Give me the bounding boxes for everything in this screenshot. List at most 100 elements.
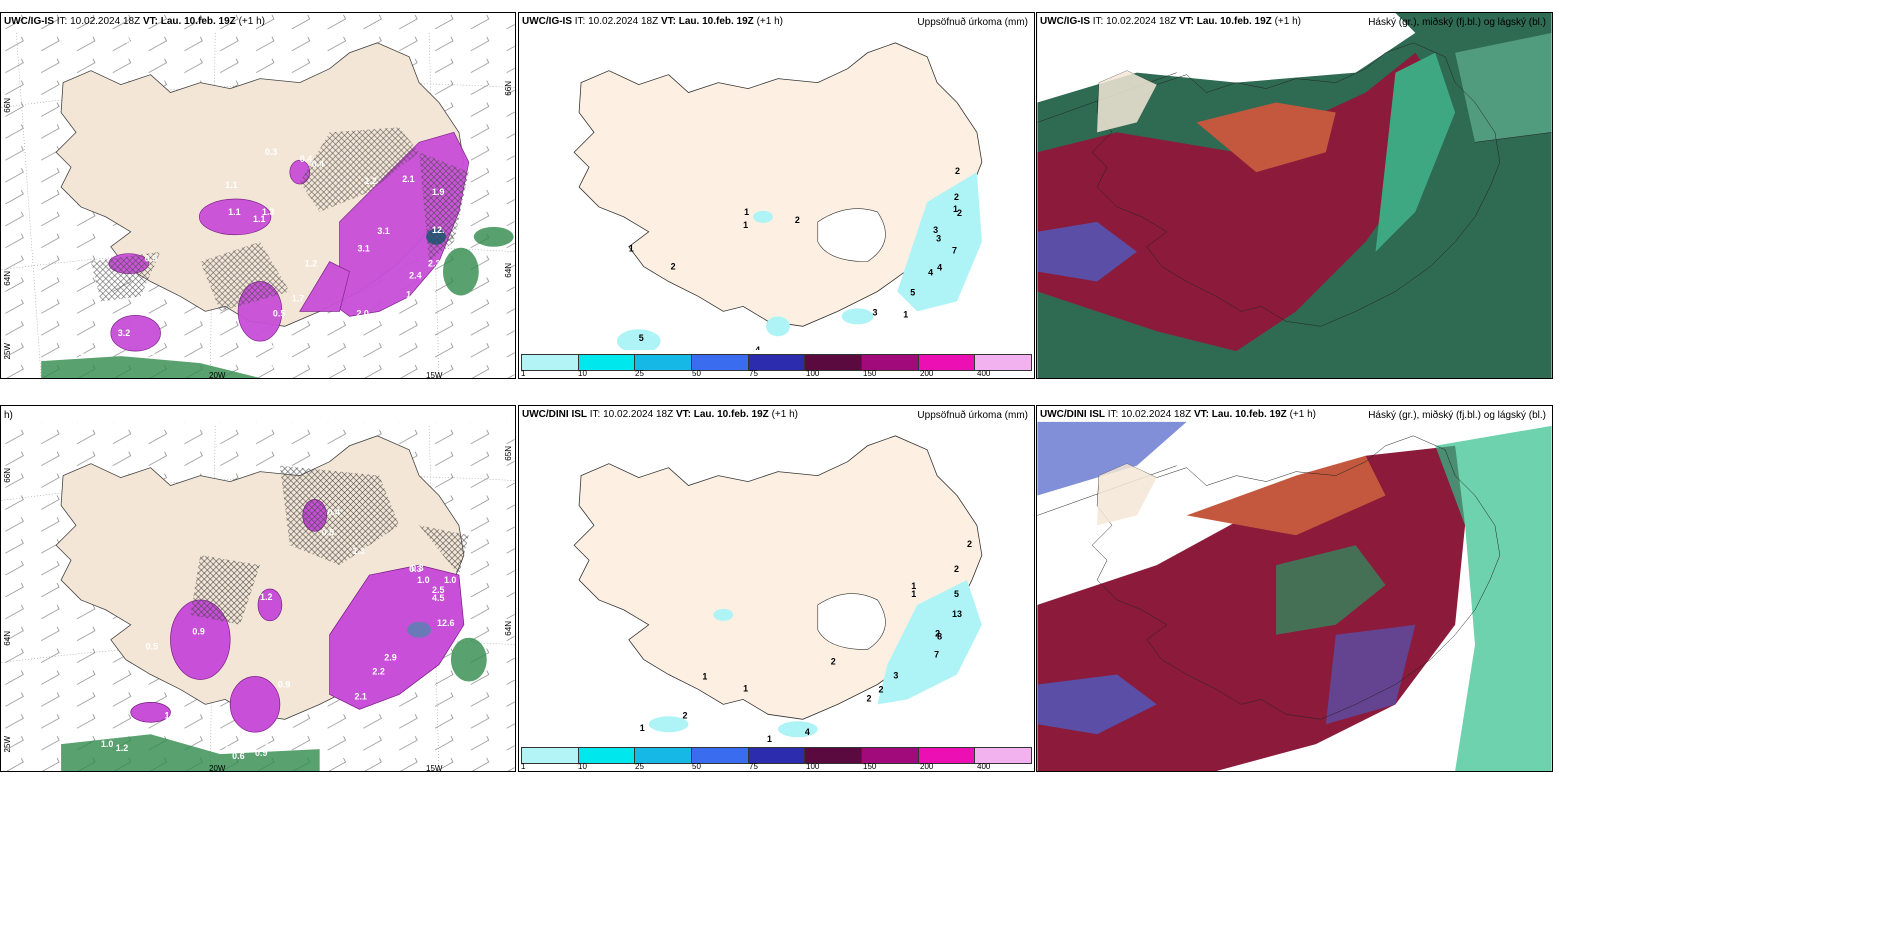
value-label: 2 [954, 564, 959, 574]
value-label: 3 [893, 671, 898, 681]
precip-colorbar: 1 10 25 50 75 100 150 200 400 [519, 743, 1034, 771]
value-label: 4 [805, 727, 810, 737]
value-label: 2.2 [372, 667, 384, 677]
colorbar-swatch [805, 355, 863, 370]
value-label: 1 [911, 589, 916, 599]
colorbar-label: 10 [578, 762, 587, 771]
colorbar-label: 400 [977, 369, 991, 378]
field-title: Uppsöfnuð úrkoma (mm) [917, 410, 1028, 421]
colorbar-label: 100 [806, 369, 820, 378]
colorbar-swatch [862, 355, 919, 370]
value-label: 2 [795, 215, 800, 225]
panel-title: UWC/IG-IS IT: 10.02.2024 18Z VT: Lau. 10… [1040, 16, 1301, 27]
value-label: 2 [967, 539, 972, 549]
colorbar-label: 200 [920, 762, 934, 771]
lon-label: 25W [3, 343, 12, 360]
precip-wind-map: 0.30.40.40.31.1 1.31.10.9 1.20.51.73.12.13… [1, 13, 515, 378]
colorbar-label: 75 [749, 762, 758, 771]
colorbar-swatch [975, 748, 1032, 763]
value-label: 3.4 [79, 350, 91, 360]
value-label: 0.9 [373, 316, 385, 326]
lon-label: 20W [209, 764, 226, 772]
colorbar-label: 200 [920, 369, 934, 378]
panel-top-right: UWC/IG-IS IT: 10.02.2024 18Z VT: Lau. 10… [1036, 12, 1553, 379]
value-label: 1.1 [253, 214, 265, 224]
colorbar-swatch [975, 355, 1032, 370]
colorbar-swatch [748, 355, 806, 370]
value-label: 2 [957, 208, 962, 218]
colorbar-swatch [635, 748, 693, 763]
panel-title: UWC/IG-IS IT: 10.02.2024 18Z VT: Lau. 10… [4, 16, 265, 27]
value-label: 3 [933, 225, 938, 235]
value-label: 1 [640, 723, 645, 733]
value-label: 2.1 [354, 691, 366, 701]
field-title: Háský (gr.), miðský (fj.bl.) og lágský (… [1368, 410, 1546, 421]
value-label: 8 [937, 632, 942, 642]
colorbar-swatch [918, 355, 976, 370]
lat-label: 65N [504, 446, 513, 461]
lon-label: 20W [209, 371, 226, 379]
colorbar-label: 400 [977, 762, 991, 771]
value-label: 1 [953, 204, 958, 214]
value-label: 1.2 [364, 176, 376, 186]
value-label: 2 [878, 684, 883, 694]
value-label: 0.4 [312, 159, 324, 169]
panel-title: UWC/DINI ISL IT: 10.02.2024 18Z VT: Lau.… [1040, 409, 1316, 420]
value-label: 0.4 [300, 154, 312, 164]
colorbar-swatch [748, 748, 806, 763]
colorbar-label: 150 [863, 762, 877, 771]
lat-label: 64N [3, 271, 12, 286]
value-label: 0.4 [424, 300, 436, 310]
value-label: 0.9 [145, 254, 157, 264]
panel-bottom-mid: UWC/DINI ISL IT: 10.02.2024 18Z VT: Lau.… [518, 405, 1035, 772]
value-label: 5 [954, 589, 959, 599]
value-label: 3.1 [357, 244, 369, 254]
value-label: 0.5 [270, 340, 282, 350]
value-label: 12. [432, 225, 444, 235]
panel-top-left: UWC/IG-IS IT: 10.02.2024 18Z VT: Lau. 10… [0, 12, 516, 379]
value-label: 5 [910, 287, 915, 297]
value-label: 0.9 [255, 748, 267, 758]
value-label: 4 [937, 263, 942, 273]
colorbar-swatch [522, 355, 579, 370]
colorbar-swatch [578, 748, 636, 763]
value-label: 0.3 [121, 35, 133, 45]
value-label: 2.1 [402, 174, 414, 184]
value-label: 7 [952, 246, 957, 256]
panel-title: UWC/DINI ISL IT: 10.02.2024 18Z VT: Lau.… [522, 409, 798, 420]
value-label: 13 [952, 609, 962, 619]
value-label: 0.9 [278, 679, 290, 689]
value-label: 2 [955, 166, 960, 176]
value-label: 0.5 [322, 711, 334, 721]
value-label: 1.0 [265, 742, 277, 752]
panel-title-partial: h) [4, 410, 13, 421]
value-label: 0.5 [282, 726, 294, 736]
value-label: 0.5 [273, 308, 285, 318]
lat-label: 66N [504, 81, 513, 96]
colorbar-label: 1 [521, 762, 526, 771]
value-label: 12.6 [437, 618, 454, 628]
value-label: 0.3 [411, 563, 423, 573]
value-label: 0.3 [409, 564, 421, 574]
colorbar-label: 100 [806, 762, 820, 771]
colorbar-label: 1 [521, 369, 526, 378]
lon-label: 15W [426, 764, 443, 772]
colorbar-swatch [635, 355, 693, 370]
value-label: 1.2 [116, 743, 128, 753]
colorbar-swatch [862, 748, 919, 763]
lat-label: 64N [3, 631, 12, 646]
colorbar-label: 25 [635, 369, 644, 378]
value-label: 1.0 [444, 575, 456, 585]
panel-title: UWC/IG-IS IT: 10.02.2024 18Z VT: Lau. 10… [522, 16, 783, 27]
panel-top-mid: UWC/IG-IS IT: 10.02.2024 18Z VT: Lau. 10… [518, 12, 1035, 379]
cloud-cover-map [1037, 13, 1552, 378]
value-label: 1 [743, 220, 748, 230]
value-label: 4.5 [432, 593, 444, 603]
value-label: 2.6 [223, 743, 235, 753]
value-label: 1.1 [228, 207, 240, 217]
value-label: 1 [629, 244, 634, 254]
colorbar-swatch [522, 748, 579, 763]
value-label: 1 [702, 672, 707, 682]
lat-label: 66N [3, 98, 12, 113]
